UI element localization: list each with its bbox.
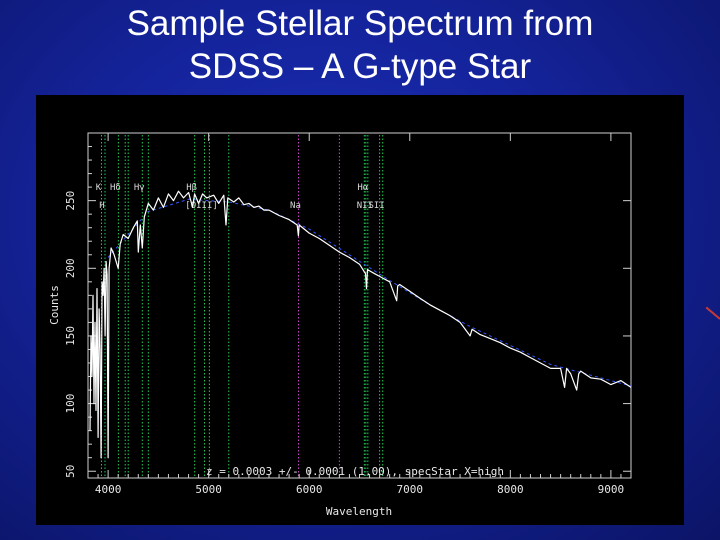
line-marker-label: Hβ: [186, 183, 197, 193]
slide-title-line-2: SDSS – A G-type Star: [188, 47, 532, 86]
spectrum-series: [89, 190, 632, 459]
spectrum-annotation: z = 0.0003 +/- 0.0001 (1.00), specStar X…: [206, 465, 504, 478]
line-marker-label: H: [99, 201, 104, 211]
continuum-line: [107, 198, 632, 387]
line-marker-label: K: [96, 183, 102, 193]
y-tick-label: 100: [64, 394, 77, 414]
y-tick-label: 50: [64, 465, 77, 478]
line-marker-label: Hγ: [134, 183, 145, 193]
spectrum-line: [89, 190, 632, 459]
line-marker-label: NII: [357, 201, 373, 211]
line-marker-label: [OIII]: [185, 201, 218, 211]
x-tick-label: 9000: [598, 483, 625, 496]
x-tick-label: 8000: [497, 483, 524, 496]
slide-title: Sample Stellar Spectrum from SDSS – A G-…: [0, 2, 720, 88]
line-marker-label: Hδ: [110, 183, 121, 193]
slide-title-line-1: Sample Stellar Spectrum from: [126, 4, 594, 43]
x-tick-label: 6000: [296, 483, 323, 496]
spectrum-chart-panel: K H Hδ Hγ Hβ [OIII] Na Hα NII SII 4000 5000 6000 700…: [36, 95, 684, 525]
y-axis-label: Counts: [48, 285, 61, 325]
y-tick-label: 200: [64, 258, 77, 278]
x-tick-label: 7000: [397, 483, 424, 496]
line-marker-label: SII: [368, 201, 384, 211]
x-tick-label: 4000: [95, 483, 122, 496]
y-axis-ticks: 50 100 150 200 250: [64, 146, 631, 478]
decorative-line: [705, 306, 720, 320]
y-tick-label: 150: [64, 326, 77, 346]
line-marker-label: Hα: [357, 183, 368, 193]
x-axis-label: Wavelength: [326, 505, 392, 518]
line-marker-label: Na: [290, 201, 301, 211]
y-tick-label: 250: [64, 191, 77, 211]
line-markers: [100, 135, 384, 476]
x-tick-label: 5000: [195, 483, 222, 496]
x-axis-ticks: 4000 5000 6000 7000 8000 9000: [95, 133, 632, 496]
